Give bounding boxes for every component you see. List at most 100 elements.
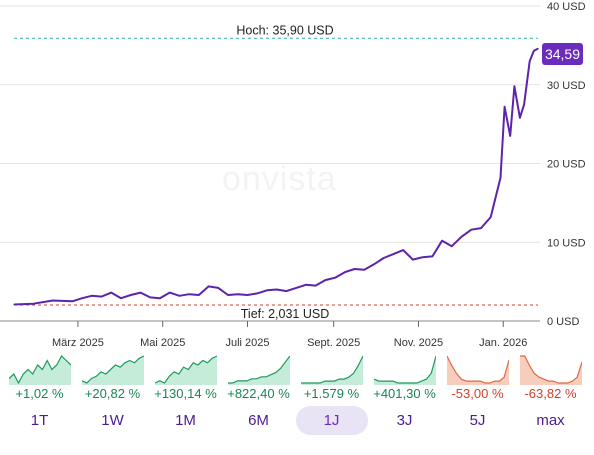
x-tick-label: Juli 2025 bbox=[225, 337, 269, 349]
price-point bbox=[537, 48, 539, 50]
sparkline-area bbox=[373, 356, 436, 385]
price-point bbox=[509, 135, 511, 137]
price-point bbox=[32, 303, 35, 305]
period-button-max[interactable]: max bbox=[536, 412, 565, 429]
sparkline-area bbox=[227, 356, 290, 385]
sparkline-5J bbox=[446, 355, 509, 385]
price-point bbox=[353, 268, 356, 270]
price-point bbox=[373, 263, 375, 265]
price-point bbox=[178, 295, 180, 297]
period-change: +1,02 % bbox=[15, 386, 64, 401]
price-point bbox=[392, 253, 394, 255]
price-point bbox=[246, 294, 249, 296]
sparkline-line bbox=[81, 355, 144, 384]
period-change: +401,30 % bbox=[373, 386, 436, 401]
price-point bbox=[533, 50, 535, 52]
x-axis-ticks: März 2025 Mai 2025 Juli 2025 Sept. 2025 Nov.… bbox=[52, 321, 527, 349]
period-change: +1.579 % bbox=[303, 386, 360, 401]
sparkline-3J bbox=[373, 355, 436, 385]
sparkline-6M bbox=[227, 355, 290, 385]
x-tick-label: Sept. 2025 bbox=[307, 337, 360, 349]
x-tick-label: Nov. 2025 bbox=[394, 337, 443, 349]
price-point bbox=[52, 299, 54, 302]
price-point bbox=[130, 294, 132, 296]
price-point bbox=[513, 85, 516, 87]
price-point bbox=[91, 295, 93, 297]
price-point bbox=[334, 277, 336, 279]
x-tick-label: Mai 2025 bbox=[140, 337, 185, 349]
sparkline-line bbox=[446, 355, 509, 384]
price-point bbox=[431, 255, 433, 257]
period-change: +20,82 % bbox=[84, 386, 141, 401]
sparkline-line bbox=[227, 355, 290, 384]
period-change: +130,14 % bbox=[154, 386, 217, 401]
sparkline-line bbox=[519, 355, 582, 384]
low-label: Tief: 2,031 USD bbox=[241, 307, 329, 321]
sparkline-line bbox=[373, 355, 436, 384]
sparkline-1T bbox=[8, 355, 71, 385]
price-point bbox=[523, 103, 525, 105]
price-point bbox=[169, 292, 171, 294]
price-point bbox=[149, 296, 151, 298]
period-button-5J[interactable]: 5J bbox=[469, 412, 486, 429]
sparkline-line bbox=[8, 355, 71, 385]
price-point bbox=[344, 271, 346, 273]
high-low-markers: Hoch: 35,90 USD Tief: 2,031 USD bbox=[14, 23, 538, 321]
sparkline-1M bbox=[154, 355, 217, 385]
period-change: -63,82 % bbox=[524, 386, 577, 401]
price-point bbox=[363, 269, 365, 271]
y-tick-label: 10 USD bbox=[547, 237, 586, 249]
price-point bbox=[305, 284, 307, 286]
period-button-6M[interactable]: 6M bbox=[248, 412, 269, 429]
sparkline-area bbox=[8, 356, 71, 385]
price-point bbox=[237, 293, 239, 295]
price-point bbox=[441, 240, 443, 242]
period-button-1M[interactable]: 1M bbox=[175, 412, 196, 429]
price-point bbox=[71, 300, 73, 302]
price-point bbox=[412, 259, 414, 261]
price-chart[interactable]: onvista Hoch: 35,90 USD Tief: 2,031 USD … bbox=[0, 0, 594, 352]
price-point bbox=[139, 292, 142, 294]
y-tick-label: 20 USD bbox=[547, 159, 586, 171]
price-point bbox=[256, 292, 258, 294]
period-button-1J[interactable]: 1J bbox=[295, 406, 368, 435]
x-tick-label: Jan. 2026 bbox=[479, 337, 527, 349]
sparkline-line bbox=[300, 355, 363, 384]
y-tick-label: 0 USD bbox=[547, 316, 579, 328]
sparkline-max bbox=[519, 355, 582, 385]
price-point bbox=[188, 293, 190, 295]
price-point bbox=[529, 60, 531, 62]
price-points bbox=[13, 48, 539, 306]
price-point bbox=[315, 285, 317, 287]
high-label: Hoch: 35,90 USD bbox=[236, 23, 333, 37]
price-point bbox=[480, 227, 482, 229]
price-point bbox=[276, 288, 278, 291]
sparkline-area bbox=[519, 356, 582, 385]
period-change: +822,40 % bbox=[227, 386, 290, 401]
price-point bbox=[13, 303, 15, 306]
y-axis-ticks: 40 USD 30 USD 20 USD 10 USD 0 USD bbox=[547, 1, 586, 328]
price-point bbox=[217, 287, 219, 289]
price-point bbox=[422, 256, 424, 258]
price-point bbox=[470, 229, 472, 231]
price-point bbox=[101, 296, 103, 298]
y-tick-label: 30 USD bbox=[547, 80, 586, 92]
price-point bbox=[295, 287, 297, 289]
sparkline-1J bbox=[300, 355, 363, 385]
y-tick-label: 40 USD bbox=[547, 1, 586, 13]
period-button-1W[interactable]: 1W bbox=[101, 412, 124, 429]
period-button-1T[interactable]: 1T bbox=[30, 412, 49, 429]
current-price-badge: 34,59 bbox=[542, 43, 583, 65]
price-point bbox=[402, 249, 404, 251]
price-point bbox=[504, 106, 506, 108]
price-point bbox=[461, 236, 463, 238]
sparkline-area bbox=[446, 356, 509, 385]
grid-lines bbox=[0, 5, 540, 322]
price-point bbox=[383, 257, 385, 259]
price-point bbox=[499, 177, 502, 179]
price-point bbox=[110, 292, 112, 294]
period-change: -53,00 % bbox=[451, 386, 504, 401]
price-point bbox=[324, 279, 326, 281]
period-button-3J[interactable]: 3J bbox=[396, 412, 413, 429]
price-point bbox=[285, 290, 287, 292]
